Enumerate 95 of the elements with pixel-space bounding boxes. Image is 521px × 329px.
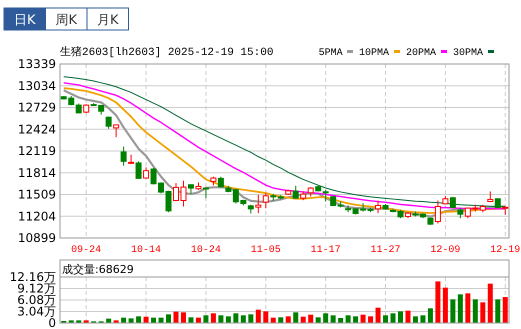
y-tick-label: 0 <box>48 316 56 329</box>
candlestick <box>262 192 269 209</box>
x-tick-label: 10-14 <box>131 245 162 256</box>
bar <box>368 316 374 323</box>
bar <box>218 315 224 323</box>
bar <box>308 314 314 323</box>
bar <box>435 281 440 323</box>
y-tick-label: 11814 <box>18 166 56 180</box>
legend-label: 5PMA <box>318 48 343 59</box>
bar <box>480 302 486 323</box>
x-tick-label: 11-17 <box>310 245 341 256</box>
x-tick-label: 09-24 <box>71 245 102 256</box>
legend-label: 10PMA <box>359 48 390 59</box>
y-tick-label: 9.12万 <box>17 282 56 296</box>
bar <box>263 311 268 323</box>
bar <box>151 318 156 323</box>
y-tick-label: 10899 <box>18 231 56 246</box>
legend-label: 30PMA <box>453 48 484 59</box>
bar <box>173 312 178 323</box>
bar <box>428 308 433 323</box>
bar <box>465 293 470 323</box>
candlestick <box>188 184 194 194</box>
bar <box>346 315 351 323</box>
bar <box>233 313 238 323</box>
bar <box>405 310 410 323</box>
candlestick <box>308 186 314 197</box>
bar <box>226 316 231 323</box>
candlestick <box>128 154 134 164</box>
bar <box>502 297 508 323</box>
candlestick <box>322 189 329 202</box>
bar <box>166 314 172 323</box>
bar <box>106 318 112 323</box>
y-tick-label: 12424 <box>18 122 56 136</box>
y-tick-label: 3.04万 <box>17 304 56 319</box>
y-tick-label: 11509 <box>18 188 56 202</box>
candlestick <box>106 116 112 130</box>
bar <box>286 316 291 323</box>
bar <box>270 318 276 323</box>
bar <box>256 310 261 323</box>
bar <box>180 312 186 323</box>
bar <box>300 316 306 323</box>
bar <box>442 288 448 323</box>
bar <box>495 299 500 323</box>
candlestick <box>255 194 262 214</box>
y-tick-label: 13034 <box>18 78 56 93</box>
y-tick-label: 13339 <box>18 57 56 72</box>
y-tick-label: 6.08万 <box>17 293 56 308</box>
bar <box>488 284 493 323</box>
bar <box>323 313 328 323</box>
bar <box>472 299 478 323</box>
bar <box>248 314 254 323</box>
bar <box>390 313 396 323</box>
candlestick <box>292 185 299 200</box>
x-tick-label: 12-09 <box>430 245 460 256</box>
bar <box>121 318 126 323</box>
bar <box>420 315 426 323</box>
bar <box>196 318 201 323</box>
x-tick-label: 11-05 <box>250 245 281 256</box>
candlestick <box>120 146 127 166</box>
candlestick <box>113 124 120 138</box>
text: 日K <box>14 13 36 28</box>
bar <box>158 318 164 323</box>
chart-title: 生猪2603[lh2603] 2025-12-19 15:00 <box>60 45 274 59</box>
x-tick-label: 12-19 <box>490 245 520 256</box>
x-tick-label: 11-27 <box>370 245 401 256</box>
candlestick <box>136 160 142 180</box>
bar <box>203 315 208 323</box>
x-tick-label: 10-24 <box>190 245 221 256</box>
bar <box>376 308 381 323</box>
bar <box>144 316 149 323</box>
candlestick <box>434 200 441 224</box>
bar <box>330 315 336 323</box>
y-tick-label: 12729 <box>18 100 56 115</box>
bar <box>458 294 463 323</box>
candlestick <box>375 200 382 214</box>
y-tick-label: 12119 <box>18 144 56 158</box>
y-tick-label: 12.16万 <box>10 270 56 284</box>
bar <box>353 316 358 323</box>
bar <box>383 315 388 323</box>
bar <box>360 314 366 323</box>
bar <box>136 316 142 323</box>
candlestick <box>218 176 224 188</box>
y-tick-label: 11204 <box>18 209 56 224</box>
bar <box>412 316 418 323</box>
bar <box>398 311 403 323</box>
bar <box>338 318 344 323</box>
bar <box>240 315 246 323</box>
text: 周K <box>55 13 78 28</box>
bar <box>450 299 456 323</box>
bar <box>293 312 298 323</box>
candlestick <box>457 206 464 219</box>
bar <box>210 313 216 323</box>
text: 月K <box>96 13 119 28</box>
chart-title: 成交量:68629 <box>62 263 134 276</box>
legend-label: 20PMA <box>406 48 436 59</box>
